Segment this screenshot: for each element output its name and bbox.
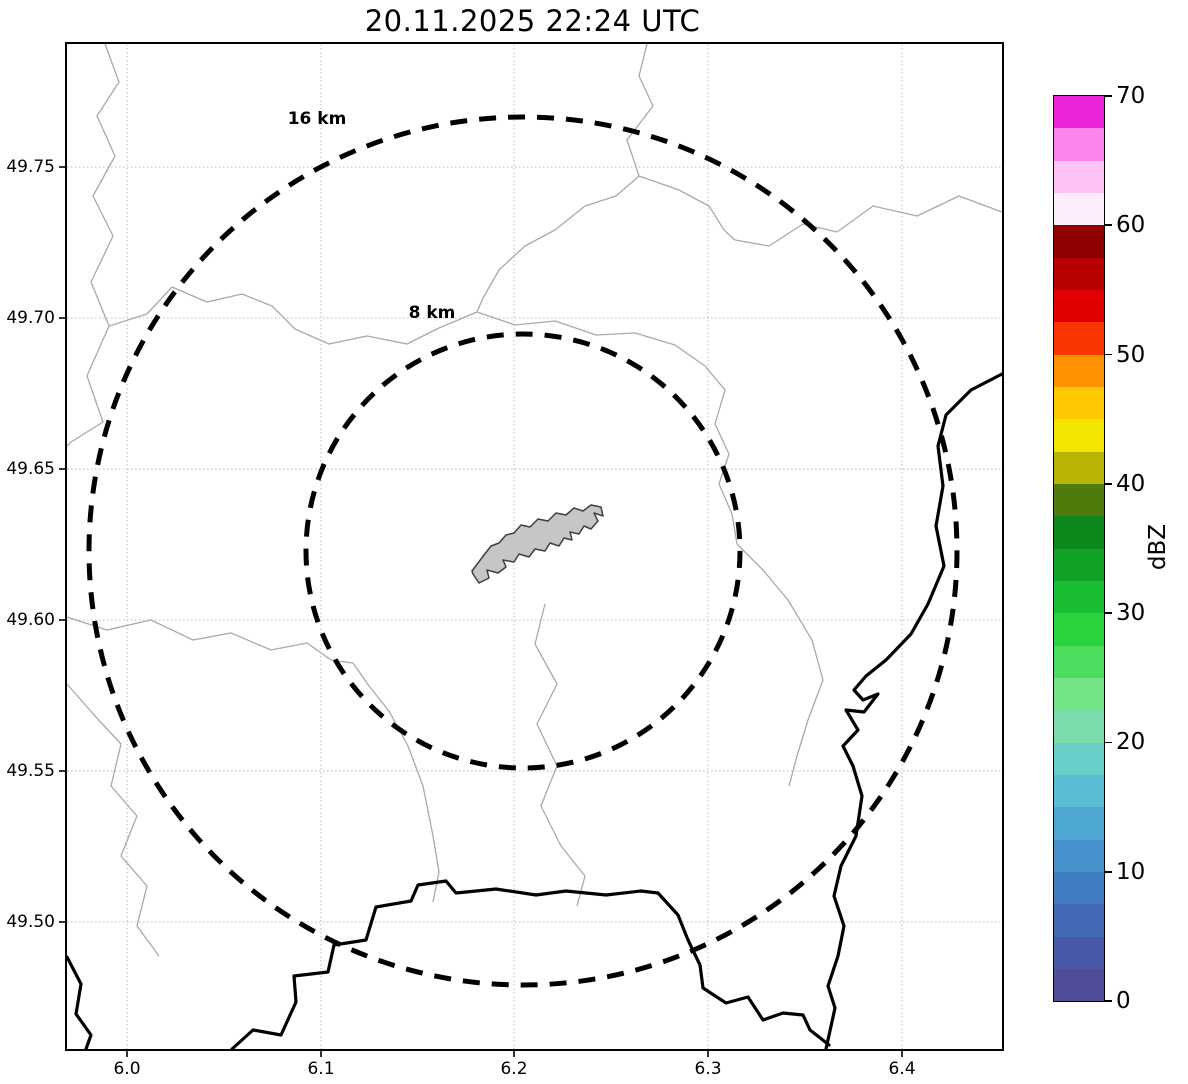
colorbar-band [1054,354,1104,387]
colorbar-band [1054,483,1104,517]
colorbar: 70 60 50 40 30 20 10 0 [1053,83,1145,1014]
y-tick-label: 49.60 [6,610,55,630]
y-tick-label: 49.65 [6,459,55,479]
range-ring-label-16km: 16 km [287,109,347,129]
map-canvas [59,43,1004,1057]
admin-boundary-path [66,683,160,957]
colorbar-band [1054,192,1104,226]
colorbar-band [1054,225,1104,258]
colorbar-band [1054,710,1104,743]
colorbar-band [1054,516,1104,549]
country-border-path [230,879,831,1051]
colorbar-axis-label: dBZ [1145,523,1171,571]
admin-boundary-path [66,616,440,903]
colorbar-band [1054,257,1104,290]
colorbar-tick-label: 0 [1105,988,1131,1014]
colorbar-band [1054,613,1104,646]
colorbar-tick-label: 60 [1104,212,1146,239]
x-tick-label: 6.4 [888,1059,916,1079]
admin-boundary-path [534,603,586,907]
x-tick-label: 6.2 [500,1059,528,1079]
axis-tick-marks [59,166,903,1057]
colorbar-band [1054,807,1104,840]
country-border-path [824,372,1004,1051]
country-border-paths [65,372,1004,1051]
admin-boundary-path [476,43,654,313]
colorbar-tick-label: 10 [1104,858,1146,885]
colorbar-gradient [1054,96,1104,1002]
colorbar-tick-label: 40 [1104,470,1146,497]
y-tick-label: 49.75 [6,157,55,177]
colorbar-tick-label: 50 [1104,341,1146,368]
y-tick-label: 49.50 [6,912,55,932]
colorbar-band [1054,904,1104,937]
x-tick-label: 6.3 [694,1059,722,1079]
admin-boundary-path [638,175,736,241]
colorbar-band [1054,839,1104,872]
colorbar-band [1054,936,1104,969]
colorbar-band [1054,871,1104,905]
colorbar-band [1054,128,1104,161]
colorbar-band [1054,645,1104,678]
colorbar-band [1054,548,1104,581]
admin-boundary-path [66,43,120,447]
colorbar-band [1054,580,1104,614]
colorbar-band [1054,289,1104,323]
range-ring-16km [86,114,960,988]
colorbar-band [1054,96,1104,129]
admin-boundary-path [736,543,824,787]
y-tick-label: 49.70 [6,308,55,328]
colorbar-band [1054,322,1104,355]
range-ring-label-8km: 8 km [408,303,456,323]
country-border-path [65,955,93,1051]
colorbar-band [1054,677,1104,711]
colorbar-tick-label: 70 [1104,83,1146,109]
colorbar-band [1054,160,1104,193]
admin-boundary-path [108,286,478,345]
colorbar-band [1054,774,1104,808]
colorbar-band [1054,419,1104,452]
colorbar-band [1054,742,1104,775]
colorbar-tick-label: 20 [1104,729,1146,756]
colorbar-band [1054,451,1104,484]
city-polygon [471,504,604,584]
colorbar-band [1054,968,1104,1002]
y-tick-label: 49.55 [6,761,55,781]
x-tick-label: 6.1 [307,1059,335,1079]
range-ring-8km [303,331,743,771]
figure-title: 20.11.2025 22:24 UTC [364,4,701,38]
colorbar-band [1054,386,1104,420]
colorbar-tick-label: 30 [1104,600,1146,627]
admin-boundary-path [734,195,1003,247]
admin-boundary-path [476,311,738,545]
grid-lines [67,44,1002,1049]
x-tick-label: 6.0 [113,1059,141,1079]
map-plot-area: 16 km 8 km 6.0 6.1 6.2 6.3 6.4 49.75 49.… [6,42,1004,1079]
